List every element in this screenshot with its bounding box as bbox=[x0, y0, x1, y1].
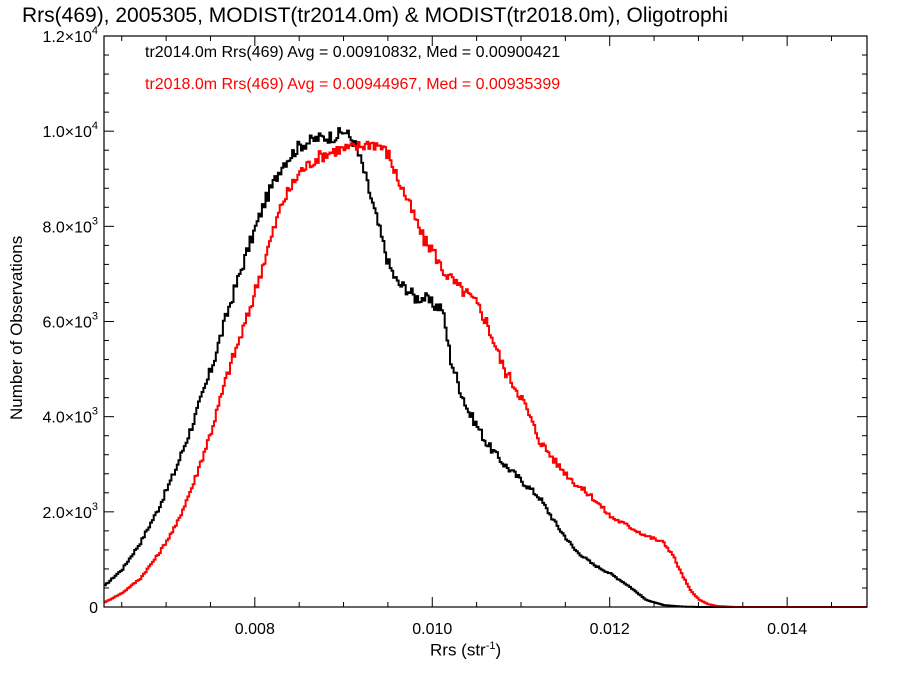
series-layer bbox=[104, 127, 867, 608]
y-tick-label: 2.0×103 bbox=[42, 501, 98, 522]
x-axis-label-exponent: -1 bbox=[485, 640, 496, 652]
axes-layer: 0.008 0.010 0.012 0.014 0 2.0×103 4.0×103 6.0×1… bbox=[42, 25, 868, 638]
chart-title: Rrs(469), 2005305, MODIST(tr2014.0m) & M… bbox=[22, 4, 729, 27]
y-tick-label: 6.0×103 bbox=[42, 311, 98, 332]
histogram-series-0 bbox=[104, 127, 867, 608]
x-tick-label: 0.012 bbox=[590, 621, 630, 638]
legend-annotation-red: tr2018.0m Rrs(469) Avg = 0.00944967, Med… bbox=[145, 76, 561, 93]
y-tick-label: 0 bbox=[89, 600, 98, 617]
x-tick-label: 0.014 bbox=[767, 621, 807, 638]
x-axis-label-text: Rrs (str bbox=[430, 640, 486, 660]
x-tick-label: 0.010 bbox=[412, 621, 452, 638]
legend-annotation-black: tr2014.0m Rrs(469) Avg = 0.00910832, Med… bbox=[145, 44, 561, 61]
histogram-series-1 bbox=[104, 140, 867, 608]
y-tick-label: 8.0×103 bbox=[42, 215, 98, 236]
y-tick-label: 4.0×103 bbox=[42, 406, 98, 427]
y-tick-label: 1.2×104 bbox=[42, 25, 98, 46]
x-tick-label: 0.008 bbox=[235, 621, 275, 638]
y-tick-label: 1.0×104 bbox=[42, 120, 98, 141]
x-axis-label: Rrs (str-1) bbox=[430, 640, 501, 661]
x-axis-label-close: ) bbox=[495, 640, 502, 660]
